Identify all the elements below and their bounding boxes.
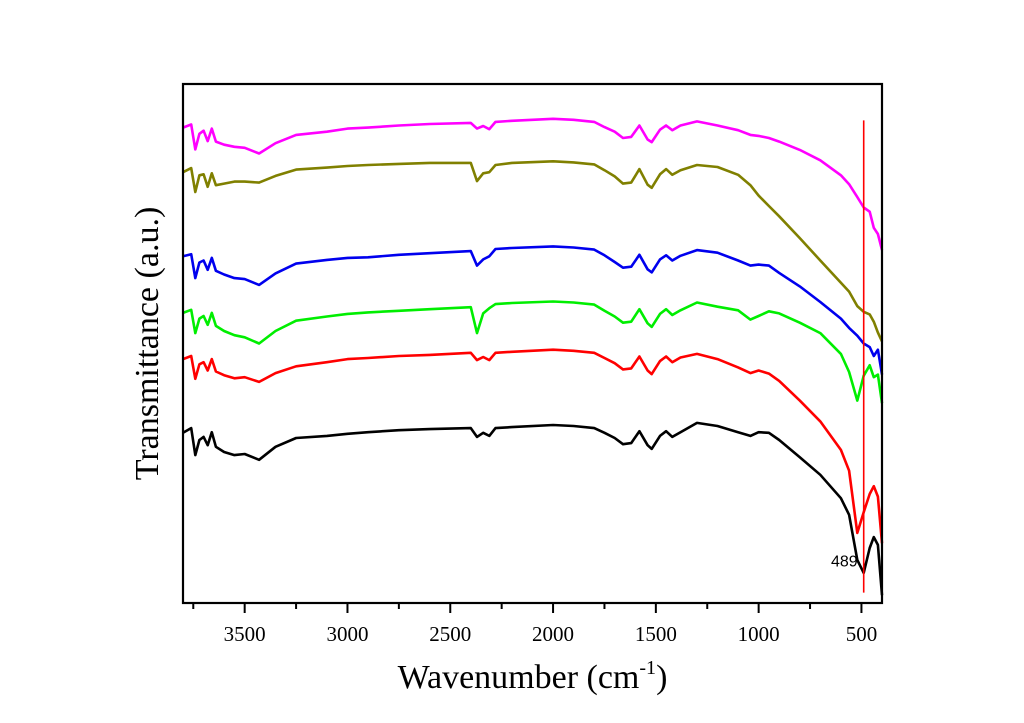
x-axis-title-main: Wavenumber (cm: [398, 659, 640, 696]
x-tick-label: 2000: [532, 622, 574, 646]
x-tick-label: 3000: [326, 622, 368, 646]
series-line-red: [182, 348, 884, 544]
series-line-olive: [182, 160, 884, 342]
annotation-layer: 489: [831, 120, 865, 593]
x-axis-title: Wavenumber (cm-1): [398, 657, 668, 696]
plot-frame: [181, 82, 884, 605]
x-tick-label: 500: [846, 622, 878, 646]
x-tick-label: 1500: [635, 622, 677, 646]
series-line-magenta: [182, 117, 884, 251]
y-axis-title: Transmittance (a.u.): [129, 207, 166, 481]
x-axis-ticks: 3500 3000 2500 2000 1500 1000 500: [192, 603, 878, 646]
series-line-blue: [182, 245, 884, 375]
series-line-green: [182, 300, 884, 404]
x-tick-label: 2500: [429, 622, 471, 646]
x-axis-title-superscript: -1: [639, 657, 656, 679]
annotation-label-489: 489: [831, 554, 858, 571]
x-tick-label: 3500: [224, 622, 266, 646]
series-layer: [182, 117, 884, 596]
x-tick-label: 1000: [738, 622, 780, 646]
x-axis-title-close: ): [656, 659, 667, 696]
series-line-black: [182, 421, 884, 596]
